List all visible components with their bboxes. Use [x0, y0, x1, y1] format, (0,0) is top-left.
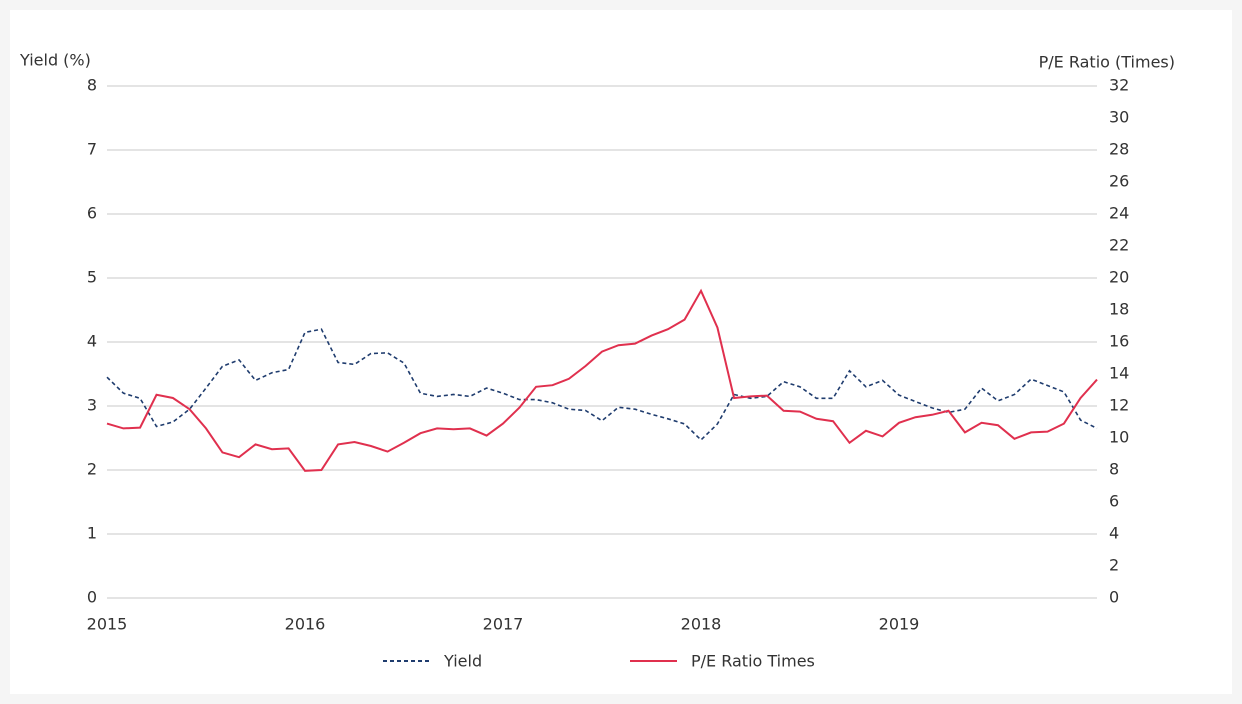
y-tick-label: 2	[87, 460, 97, 479]
y2-tick-label: 22	[1109, 236, 1129, 255]
y-tick-label: 5	[87, 268, 97, 287]
y2-tick-label: 18	[1109, 300, 1129, 319]
y-axis-label: Yield (%)	[19, 51, 91, 70]
x-tick-label: 2015	[87, 615, 128, 634]
y2-tick-label: 10	[1109, 428, 1129, 447]
y-tick-label: 3	[87, 396, 97, 415]
panel	[10, 10, 1232, 694]
y-tick-label: 0	[87, 588, 97, 607]
y2-tick-label: 6	[1109, 492, 1119, 511]
y2-tick-label: 26	[1109, 172, 1129, 191]
y2-tick-label: 16	[1109, 332, 1129, 351]
y-tick-label: 7	[87, 140, 97, 159]
y2-tick-label: 32	[1109, 76, 1129, 95]
y2-tick-label: 20	[1109, 268, 1129, 287]
x-tick-label: 2016	[285, 615, 326, 634]
y-tick-label: 6	[87, 204, 97, 223]
legend-label: Yield	[443, 652, 482, 671]
x-tick-label: 2017	[483, 615, 524, 634]
x-tick-label: 2018	[681, 615, 722, 634]
y2-tick-label: 28	[1109, 140, 1129, 159]
y2-tick-label: 8	[1109, 460, 1119, 479]
y-tick-label: 4	[87, 332, 97, 351]
y2-tick-label: 14	[1109, 364, 1129, 383]
series-line	[106, 328, 1098, 442]
y2-axis-label: P/E Ratio (Times)	[1039, 53, 1175, 72]
y2-tick-label: 2	[1109, 556, 1119, 575]
legend-label: P/E Ratio Times	[691, 652, 815, 671]
series-line	[106, 288, 1098, 472]
y2-tick-label: 30	[1109, 108, 1129, 127]
x-tick-label: 2019	[879, 615, 920, 634]
y-tick-label: 8	[87, 76, 97, 95]
y2-tick-label: 24	[1109, 204, 1129, 223]
y-tick-label: 1	[87, 524, 97, 543]
y2-tick-label: 0	[1109, 588, 1119, 607]
y2-tick-label: 4	[1109, 524, 1119, 543]
y2-tick-label: 12	[1109, 396, 1129, 415]
